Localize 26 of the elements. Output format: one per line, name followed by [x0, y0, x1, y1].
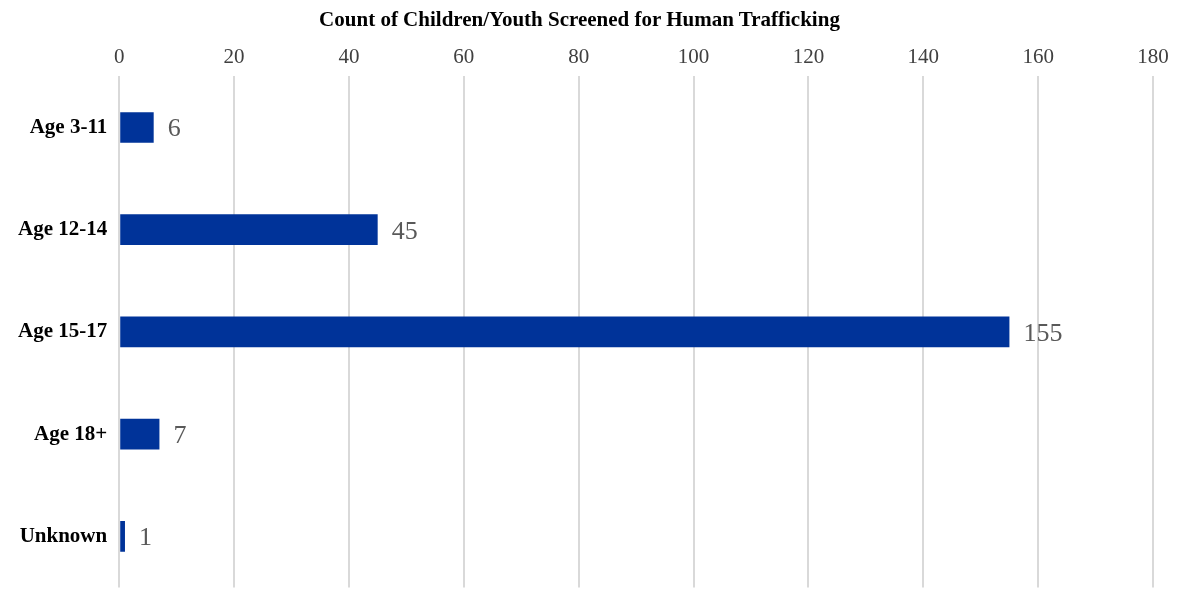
y-tick-label: Age 15-17 — [18, 318, 108, 343]
x-tick-label: 140 — [907, 44, 940, 69]
x-tick-label: 160 — [1022, 44, 1054, 69]
data-label: 155 — [1023, 317, 1063, 347]
bar — [120, 214, 378, 246]
x-tick-label: 40 — [338, 44, 360, 69]
bar — [120, 112, 154, 143]
x-tick-label: 20 — [223, 44, 245, 69]
chart-title: Count of Children/Youth Screened for Human Trafficking — [319, 7, 841, 32]
x-tick-label: 100 — [677, 44, 710, 69]
y-tick-label: Unknown — [19, 522, 108, 547]
bar — [120, 316, 1010, 348]
x-tick-label: 0 — [113, 44, 125, 69]
data-label: 7 — [173, 419, 187, 449]
data-label: 1 — [138, 522, 152, 552]
y-tick-label: Age 12-14 — [18, 216, 108, 241]
x-tick-label: 120 — [792, 44, 825, 69]
data-label: 45 — [391, 215, 418, 245]
bar — [120, 520, 125, 552]
x-tick-label: 80 — [568, 44, 590, 69]
x-tick-label: 60 — [453, 44, 475, 69]
y-tick-label: Age 18+ — [34, 420, 108, 445]
bar — [120, 418, 160, 450]
data-label: 6 — [167, 113, 181, 143]
y-tick-label: Age 3-11 — [29, 113, 108, 138]
x-tick-label: 180 — [1137, 44, 1169, 69]
